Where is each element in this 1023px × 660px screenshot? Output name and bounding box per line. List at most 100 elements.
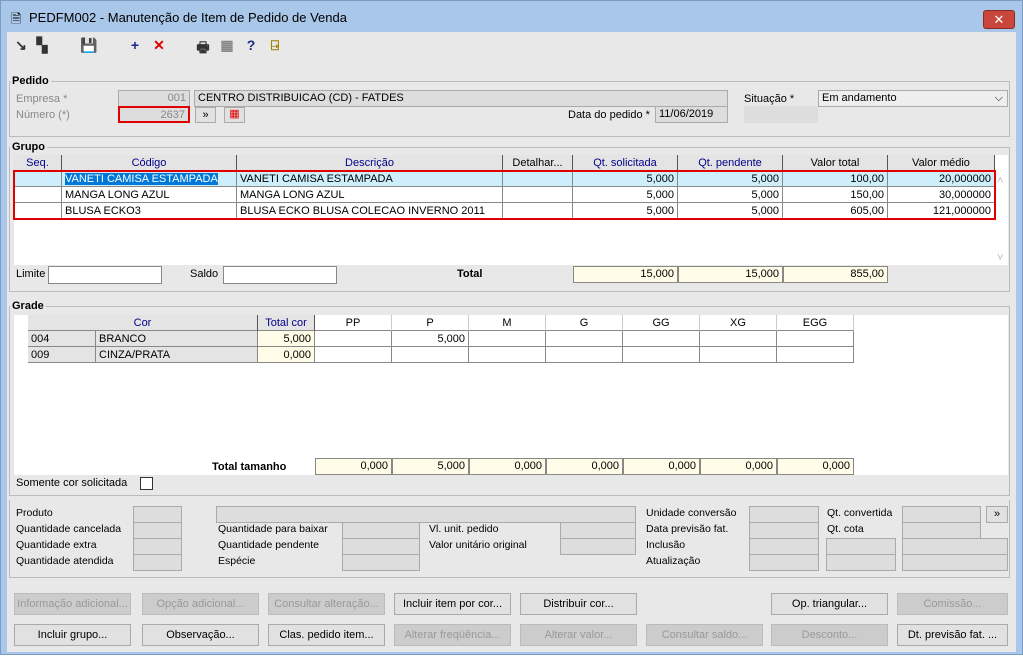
grade-qty-cell[interactable] xyxy=(469,331,546,347)
grade-column-header[interactable]: Cor xyxy=(28,315,258,331)
delete-icon[interactable]: ✕ xyxy=(153,37,165,53)
table-cell[interactable]: 5,000 xyxy=(573,171,678,187)
detail-field[interactable] xyxy=(902,522,981,539)
copy-icon[interactable]: ▚ xyxy=(36,37,48,53)
empresa-code-field[interactable]: 001 xyxy=(118,90,190,107)
informa-o-adicional-button[interactable]: Informação adicional... xyxy=(14,593,131,615)
grade-column-header[interactable]: EGG xyxy=(777,315,854,331)
table-cell[interactable]: 20,000000 xyxy=(888,171,995,187)
grade-column-header[interactable]: Total cor xyxy=(258,315,315,331)
calendar-icon[interactable]: ▦ xyxy=(224,107,245,123)
consultar-altera-o-button[interactable]: Consultar alteração... xyxy=(268,593,385,615)
save-icon[interactable]: 💾 xyxy=(80,37,98,53)
export-icon[interactable]: ↘ xyxy=(15,37,27,53)
table-cell[interactable] xyxy=(503,171,573,187)
grade-column-header[interactable]: PP xyxy=(315,315,392,331)
help-icon[interactable]: ? xyxy=(246,37,256,53)
dt-previs-o-fat-button[interactable]: Dt. previsão fat. ... xyxy=(897,624,1008,646)
situacao-select[interactable]: Em andamento ⌵ xyxy=(818,90,1008,107)
saldo-field[interactable] xyxy=(223,266,337,284)
grade-column-header[interactable]: XG xyxy=(700,315,777,331)
detail-field[interactable] xyxy=(560,522,636,539)
grade-qty-cell[interactable] xyxy=(623,331,700,347)
detail-field[interactable] xyxy=(342,538,420,555)
table-cell[interactable]: VANETI CAMISA ESTAMPADA xyxy=(237,171,503,187)
detail-field[interactable] xyxy=(133,554,182,571)
grade-column-header[interactable]: GG xyxy=(623,315,700,331)
incluir-grupo-button[interactable]: Incluir grupo... xyxy=(14,624,131,646)
next-button[interactable]: » xyxy=(195,107,216,123)
detail-field[interactable] xyxy=(342,522,420,539)
detail-field[interactable] xyxy=(216,506,636,523)
detail-field[interactable] xyxy=(749,506,819,523)
detail-field[interactable] xyxy=(826,538,896,555)
codigo-cell[interactable]: VANETI CAMISA ESTAMPADA xyxy=(62,171,237,187)
grade-qty-cell[interactable] xyxy=(623,347,700,363)
column-header[interactable]: Valor total xyxy=(783,155,888,171)
column-header[interactable]: Seq. xyxy=(14,155,62,171)
detail-field[interactable] xyxy=(749,522,819,539)
grade-qty-cell[interactable] xyxy=(700,347,777,363)
grade-column-header[interactable]: M xyxy=(469,315,546,331)
desconto-button[interactable]: Desconto... xyxy=(771,624,888,646)
distribuir-cor-button[interactable]: Distribuir cor... xyxy=(520,593,637,615)
column-header[interactable]: Valor médio xyxy=(888,155,995,171)
codigo-cell[interactable]: MANGA LONG AZUL xyxy=(62,187,237,203)
detail-field[interactable] xyxy=(342,554,420,571)
column-header[interactable]: Qt. pendente xyxy=(678,155,783,171)
detail-field[interactable] xyxy=(902,554,1008,571)
detail-field[interactable] xyxy=(826,554,896,571)
op-o-adicional-button[interactable]: Opção adicional... xyxy=(142,593,259,615)
detail-field[interactable] xyxy=(133,522,182,539)
table-cell[interactable]: 30,000000 xyxy=(888,187,995,203)
detail-field[interactable] xyxy=(560,538,636,555)
exit-icon[interactable]: ⍈ xyxy=(270,37,280,53)
detail-field[interactable] xyxy=(902,506,981,523)
table-cell[interactable]: 100,00 xyxy=(783,171,888,187)
limite-field[interactable] xyxy=(48,266,162,284)
table-cell[interactable]: 5,000 xyxy=(678,171,783,187)
grade-qty-cell[interactable]: 0,000 xyxy=(258,347,315,363)
column-header[interactable]: Código xyxy=(62,155,237,171)
grade-qty-cell[interactable] xyxy=(546,331,623,347)
print-icon[interactable]: 🖶 xyxy=(196,39,210,55)
alterar-freq-ncia-button[interactable]: Alterar freqüência... xyxy=(394,624,511,646)
grade-qty-cell[interactable] xyxy=(700,331,777,347)
op-triangular-button[interactable]: Op. triangular... xyxy=(771,593,888,615)
detail-field[interactable] xyxy=(902,538,1008,555)
more-button[interactable]: » xyxy=(986,506,1008,523)
column-header[interactable]: Detalhar... xyxy=(503,155,573,171)
table-cell[interactable]: MANGA LONG AZUL xyxy=(237,187,503,203)
detail-field[interactable] xyxy=(133,538,182,555)
grade-qty-cell[interactable] xyxy=(315,331,392,347)
numero-field[interactable]: 2637 xyxy=(118,106,190,123)
consultar-saldo-button[interactable]: Consultar saldo... xyxy=(646,624,763,646)
grade-qty-cell[interactable]: 5,000 xyxy=(258,331,315,347)
somente-checkbox[interactable] xyxy=(140,477,153,490)
grade-qty-cell[interactable] xyxy=(392,347,469,363)
alterar-valor-button[interactable]: Alterar valor... xyxy=(520,624,637,646)
grade-qty-cell[interactable] xyxy=(777,347,854,363)
table-cell[interactable]: 5,000 xyxy=(573,203,678,219)
column-header[interactable]: Qt. solicitada xyxy=(573,155,678,171)
table-cell[interactable]: 5,000 xyxy=(573,187,678,203)
observa-o-button[interactable]: Observação... xyxy=(142,624,259,646)
add-icon[interactable]: + xyxy=(130,37,140,53)
grade-qty-cell[interactable] xyxy=(315,347,392,363)
table-cell[interactable] xyxy=(14,171,62,187)
table-cell[interactable] xyxy=(14,187,62,203)
scroll-up-icon[interactable]: ˄ xyxy=(997,175,1004,187)
table-cell[interactable]: 5,000 xyxy=(678,187,783,203)
comiss-o-button[interactable]: Comissão... xyxy=(897,593,1008,615)
grade-qty-cell[interactable] xyxy=(546,347,623,363)
close-button[interactable]: ✕ xyxy=(983,10,1015,29)
grid-icon[interactable]: ▦ xyxy=(220,37,234,53)
clas-pedido-item-button[interactable]: Clas. pedido item... xyxy=(268,624,385,646)
table-cell[interactable] xyxy=(503,187,573,203)
table-cell[interactable]: 150,00 xyxy=(783,187,888,203)
detail-field[interactable] xyxy=(749,538,819,555)
scroll-down-icon[interactable]: ˅ xyxy=(997,252,1004,264)
grade-qty-cell[interactable] xyxy=(777,331,854,347)
column-header[interactable]: Descrição xyxy=(237,155,503,171)
grade-column-header[interactable]: G xyxy=(546,315,623,331)
